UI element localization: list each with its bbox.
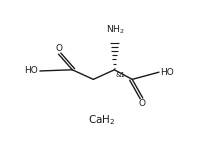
Text: CaH$_2$: CaH$_2$ <box>88 113 115 127</box>
Text: HO: HO <box>161 68 174 77</box>
Text: HO: HO <box>24 66 38 76</box>
Text: O: O <box>56 44 63 53</box>
Text: NH$_2$: NH$_2$ <box>106 24 125 36</box>
Text: &1: &1 <box>115 72 125 78</box>
Text: O: O <box>138 99 145 108</box>
